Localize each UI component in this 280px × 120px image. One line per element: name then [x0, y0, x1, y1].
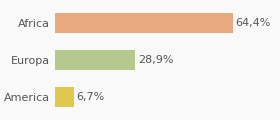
- Bar: [55, 13, 233, 33]
- Bar: [55, 50, 135, 70]
- Bar: [55, 87, 74, 107]
- Text: 64,4%: 64,4%: [235, 18, 271, 28]
- Text: 28,9%: 28,9%: [138, 55, 173, 65]
- Text: 6,7%: 6,7%: [76, 92, 105, 102]
